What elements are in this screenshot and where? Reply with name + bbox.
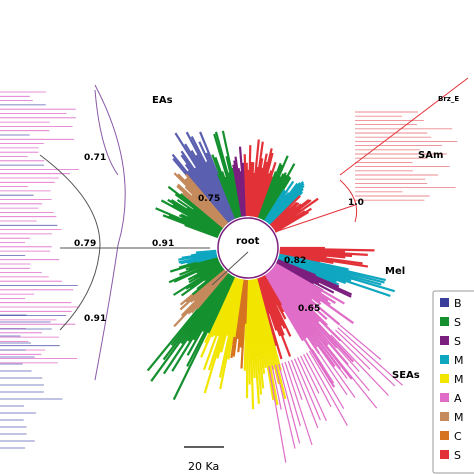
seas-tip-18 — [290, 359, 319, 429]
left-clade-arc-outer — [94, 84, 126, 381]
clade-label-mel: Mel — [385, 266, 405, 277]
seas-tip-20 — [284, 361, 313, 446]
seas-tip-7 — [322, 341, 378, 409]
left-clade-backbone — [39, 84, 210, 381]
legend-swatch-7 — [440, 431, 449, 440]
radial-branches — [0, 91, 458, 463]
yellow-clade-block — [211, 277, 244, 338]
legend-swatch-3 — [440, 355, 449, 364]
seas-tip-17 — [293, 358, 321, 421]
clade-label-brz: Brz_E — [438, 95, 459, 103]
legend-label-6: M — [454, 411, 464, 424]
legend-label-1: S — [454, 316, 461, 329]
seas-tip-10 — [314, 347, 348, 396]
left-upper-node — [94, 89, 119, 176]
sam-clade-backbone — [274, 77, 469, 233]
legend-label-3: M — [454, 354, 464, 367]
support-left-mid: 0.79 — [74, 239, 96, 249]
seas-tip-24 — [271, 365, 282, 410]
legend-label-7: C — [454, 430, 462, 443]
seas-tip-22 — [278, 363, 301, 444]
legend-label-8: S — [454, 449, 461, 462]
tip-branch-259 — [195, 249, 217, 254]
seas-tip-25 — [268, 366, 287, 463]
support-left-lower: 0.91 — [84, 314, 106, 324]
tip-branch-288 — [185, 173, 229, 225]
seas-tip-4 — [330, 334, 389, 396]
seas-tip-9 — [317, 345, 356, 398]
brz-branch — [339, 77, 469, 176]
seas-tip-16 — [297, 357, 327, 422]
seas-tip-8 — [320, 343, 348, 379]
support-mel: 0.82 — [284, 256, 306, 266]
red-clade-block — [245, 172, 269, 218]
seas-tip-2 — [335, 329, 396, 387]
tip-branch-93 — [274, 211, 309, 233]
seas-tip-14 — [303, 354, 332, 408]
sam-stem — [274, 204, 356, 233]
support-inner: 0.75 — [198, 194, 220, 204]
seas-tip-12 — [308, 350, 345, 410]
legend-swatch-1 — [440, 317, 449, 326]
seas-tip-5 — [327, 336, 360, 372]
red-right-block — [279, 248, 318, 261]
legend-swatch-2 — [440, 336, 449, 345]
seas-tip-11 — [311, 348, 335, 384]
seas-tip-19 — [287, 360, 303, 400]
seas-tip-0 — [339, 324, 382, 360]
legend-swatch-5 — [440, 393, 449, 402]
sam-arc — [339, 179, 358, 223]
support-left-upper: 0.71 — [84, 153, 106, 163]
scale-bar-label: 20 Ka — [188, 460, 219, 473]
support-center-right: 0.91 — [152, 239, 174, 249]
root-label: root — [236, 236, 260, 247]
seas-tip-6 — [325, 339, 370, 391]
legend-label-2: S — [454, 335, 461, 348]
root-circle — [217, 217, 279, 279]
legend-swatch-8 — [440, 450, 449, 459]
legend-swatch-0 — [440, 298, 449, 307]
seas-tip-3 — [332, 332, 371, 370]
left-clade-arc-inner — [39, 154, 101, 331]
support-seas: 0.65 — [298, 304, 320, 314]
legend-swatch-4 — [440, 374, 449, 383]
seas-tip-13 — [305, 352, 348, 426]
clade-label-seas: SEAs — [392, 370, 420, 381]
root-stem — [211, 251, 249, 286]
support-sam: 1.0 — [348, 198, 364, 208]
seas-tip-1 — [337, 327, 403, 386]
legend-label-0: B — [454, 297, 462, 310]
legend-swatch-6 — [440, 412, 449, 421]
legend-label-5: A — [454, 392, 462, 405]
legend-label-4: M — [454, 373, 464, 386]
seas-tip-15 — [300, 355, 320, 394]
seas-tip-21 — [281, 362, 301, 427]
seas-tip-23 — [274, 364, 296, 449]
clade-label-eas: EAs — [152, 95, 173, 106]
clade-label-sam: SAm — [418, 150, 443, 161]
